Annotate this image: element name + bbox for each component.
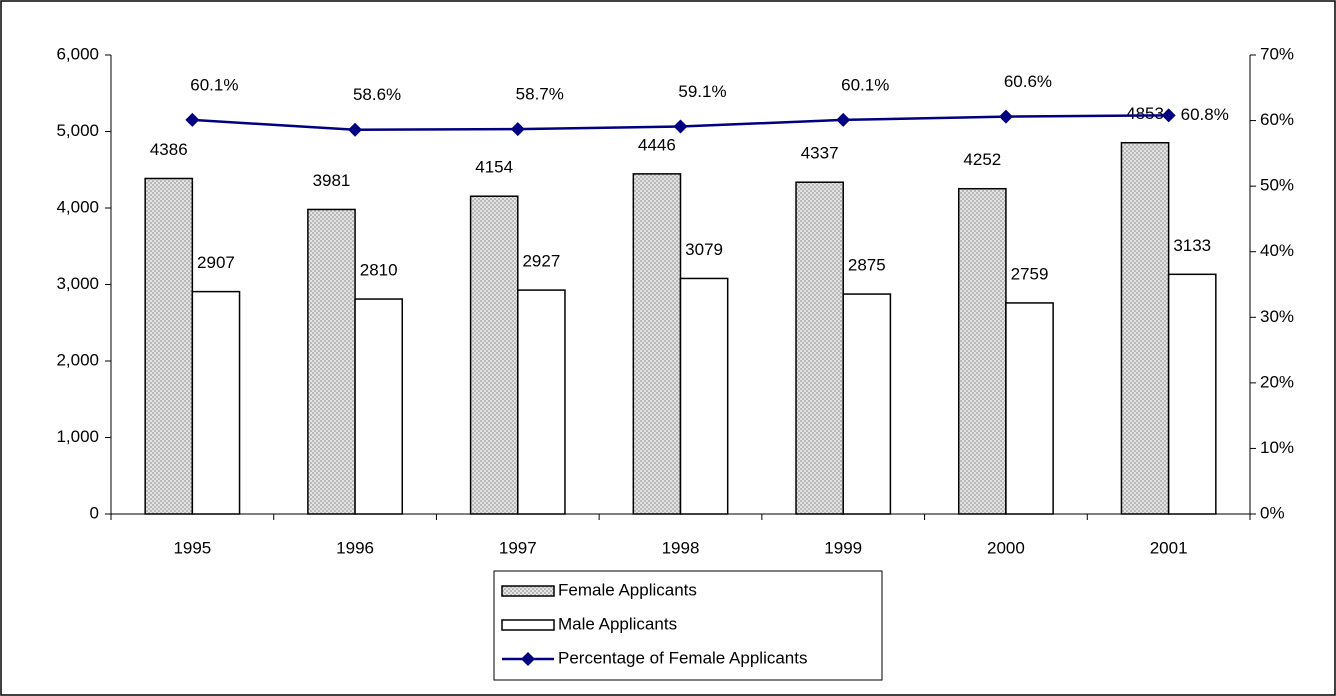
bar-label: 2810 [360,261,398,280]
line-marker [836,112,851,127]
y2-tick-label: 30% [1260,307,1294,326]
y2-tick-label: 70% [1260,44,1294,63]
legend-swatch [501,619,555,631]
bar-label: 4154 [475,158,513,177]
y2-tick-label: 50% [1260,176,1294,195]
legend-label: Percentage of Female Applicants [558,648,807,667]
bar-label: 2907 [197,253,235,272]
bar [144,177,194,515]
line-label: 60.1% [190,75,238,94]
bar-label: 4252 [963,150,1001,169]
bar [842,293,892,515]
bar [307,208,356,515]
line-label: 58.6% [353,85,401,104]
line-label: 60.6% [1004,72,1052,91]
bar-label: 4446 [638,135,676,154]
bar-label: 3079 [685,240,723,259]
bar-label: 4853 [1126,104,1164,123]
y-tick-label: 0 [90,503,99,522]
y2-tick-label: 40% [1260,241,1294,260]
y2-tick-label: 20% [1260,372,1294,391]
line-marker [510,122,525,137]
y2-tick-label: 60% [1260,110,1294,129]
bar [517,289,566,515]
y-tick-label: 4,000 [56,197,99,216]
bar [957,187,1007,515]
line-marker [185,112,200,127]
bar [354,298,404,515]
bar [191,290,241,515]
y2-tick-label: 10% [1260,438,1294,457]
x-tick-label: 1997 [499,538,537,557]
bar-label: 3133 [1173,236,1211,255]
line-marker [1161,108,1176,123]
x-tick-label: 1998 [662,538,700,557]
legend-label: Male Applicants [558,614,677,633]
y2-tick-label: 0% [1260,503,1285,522]
y-tick-label: 5,000 [56,121,99,140]
line-label: 60.8% [1181,105,1229,124]
x-tick-label: 2001 [1150,538,1188,557]
legend-swatch [501,585,555,597]
x-tick-label: 1995 [173,538,211,557]
bar [1005,302,1054,515]
bar [679,277,729,515]
line-marker [673,119,688,134]
line-label: 59.1% [678,82,726,101]
bar [1167,273,1217,515]
line-label: 58.7% [516,85,564,104]
bar [469,195,519,515]
bar-label: 4386 [150,140,188,159]
bar-label: 2927 [522,252,560,271]
y-tick-label: 1,000 [56,427,99,446]
x-tick-label: 1996 [336,538,374,557]
y-tick-label: 3,000 [56,274,99,293]
bar [1120,141,1170,515]
line-marker [348,122,363,137]
y-tick-label: 6,000 [56,44,99,63]
legend-marker [521,652,535,666]
bar-label: 2759 [1011,264,1049,283]
line-label: 60.1% [841,75,889,94]
bar [632,173,682,515]
y-tick-label: 2,000 [56,350,99,369]
bar [795,181,844,515]
legend-box [493,570,883,681]
x-tick-label: 2000 [987,538,1025,557]
legend-label: Female Applicants [558,580,697,599]
bar-label: 3981 [313,171,351,190]
x-tick-label: 1999 [824,538,862,557]
bar-label: 2875 [848,256,886,275]
line-marker [998,109,1013,124]
bar-label: 4337 [801,144,839,163]
